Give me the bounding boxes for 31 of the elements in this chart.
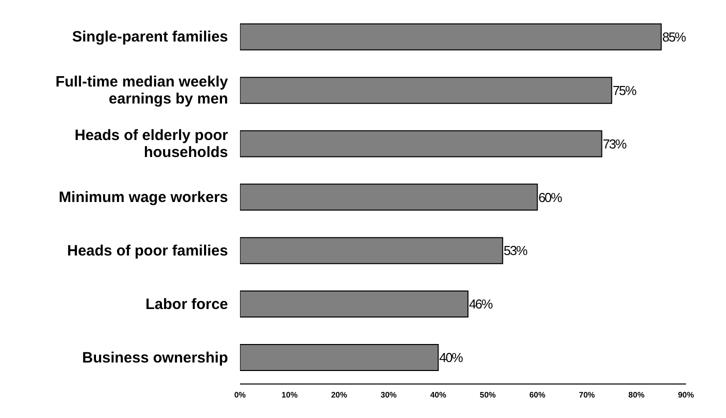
bar xyxy=(240,76,612,104)
data-label: 75% xyxy=(612,82,638,98)
y-tick-label: Minimum wage workers xyxy=(58,189,228,206)
bar xyxy=(240,290,468,318)
bar xyxy=(240,237,504,264)
x-tick-label: 30% xyxy=(380,390,397,400)
x-tick-label: 80% xyxy=(628,390,644,400)
y-tick-label: Business ownership xyxy=(82,349,228,366)
x-tick-label: 0% xyxy=(234,390,246,400)
x-tick-label: 60% xyxy=(529,390,546,400)
data-label: 73% xyxy=(602,136,628,152)
y-tick-label: Heads of elderly poor households xyxy=(74,127,228,162)
data-label: 60% xyxy=(538,190,563,205)
data-label: 46% xyxy=(468,296,494,312)
x-tick-label: 90% xyxy=(678,390,694,400)
x-tick-label: 40% xyxy=(430,390,446,400)
y-tick-label: Single-parent families xyxy=(72,28,228,46)
bar xyxy=(240,344,439,371)
y-tick-label: Labor force xyxy=(145,296,228,313)
data-label: 85% xyxy=(662,30,687,45)
x-tick-label: 10% xyxy=(282,390,298,400)
y-tick-label: Heads of poor families xyxy=(67,242,228,260)
x-tick-label: 50% xyxy=(480,390,496,400)
x-tick-label: 70% xyxy=(578,390,595,400)
data-label: 53% xyxy=(504,243,528,258)
bar xyxy=(240,184,538,211)
data-label: 40% xyxy=(439,350,464,366)
y-tick-label: Full-time median weekly earnings by men xyxy=(55,74,229,108)
bar xyxy=(240,23,662,50)
x-tick-label: 20% xyxy=(331,390,348,400)
bar xyxy=(240,130,602,158)
